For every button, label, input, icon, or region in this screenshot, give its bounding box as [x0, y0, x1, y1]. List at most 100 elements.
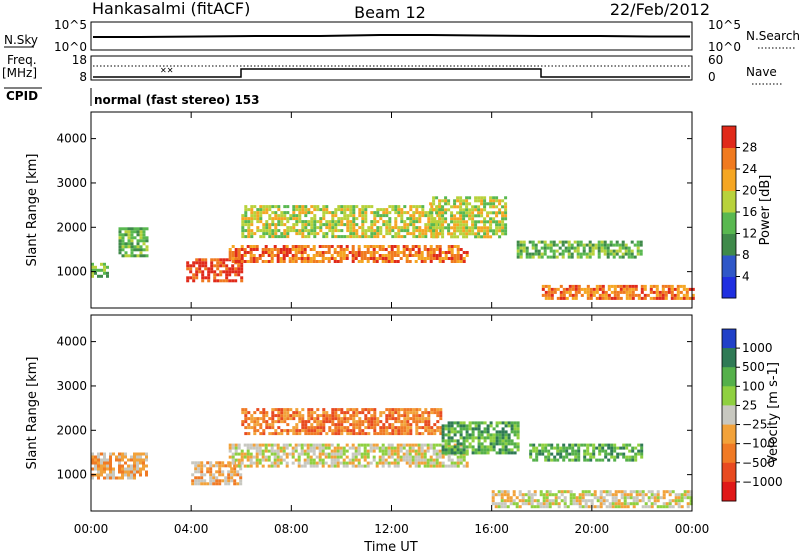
data-cell — [354, 464, 358, 468]
data-cell — [331, 423, 335, 427]
data-cell — [435, 458, 439, 462]
data-cell — [465, 254, 469, 257]
data-cell — [124, 452, 127, 456]
data-cell — [439, 429, 443, 433]
data-cell — [256, 220, 260, 224]
data-cell — [430, 214, 434, 218]
data-cell — [495, 442, 499, 446]
data-cell — [295, 423, 299, 427]
data-cell — [373, 217, 377, 221]
data-cell — [307, 220, 311, 224]
data-cell — [213, 279, 217, 283]
data-cell — [370, 229, 374, 233]
data-cell — [298, 414, 302, 418]
data-cell — [391, 426, 395, 430]
data-cell — [357, 461, 361, 465]
data-cell — [265, 208, 269, 212]
data-cell — [379, 226, 383, 230]
data-cell — [349, 432, 353, 436]
data-cell — [244, 235, 248, 239]
data-cell — [230, 476, 234, 480]
data-cell — [247, 232, 251, 236]
data-cell — [586, 293, 590, 297]
data-cell — [492, 196, 496, 200]
data-cell — [525, 246, 529, 250]
data-cell — [127, 245, 131, 249]
data-cell — [447, 229, 451, 233]
data-cell — [256, 217, 260, 221]
data-cell — [315, 446, 319, 450]
data-cell — [560, 490, 564, 494]
data-cell — [357, 464, 361, 468]
data-cell — [503, 490, 507, 494]
data-cell — [292, 223, 296, 227]
data-cell — [412, 232, 416, 236]
data-cell — [271, 220, 275, 224]
nsky-tick-bottom-right: 10^0 — [708, 40, 741, 54]
data-cell — [385, 208, 389, 212]
data-cell — [489, 229, 493, 233]
data-cell — [364, 235, 368, 239]
data-cell — [370, 417, 374, 421]
data-cell — [204, 261, 208, 265]
data-cell — [206, 482, 210, 486]
data-cell — [319, 420, 323, 424]
data-cell — [250, 235, 254, 239]
data-cell — [267, 248, 271, 251]
data-cell — [555, 243, 559, 247]
data-cell — [204, 258, 208, 262]
data-cell — [424, 423, 428, 427]
data-cell — [522, 240, 526, 244]
data-cell — [277, 432, 281, 436]
data-cell — [277, 223, 281, 227]
data-cell — [233, 467, 237, 471]
data-cell — [261, 455, 265, 459]
data-cell — [438, 464, 442, 468]
data-cell — [364, 217, 368, 221]
data-cell — [366, 461, 370, 465]
data-cell — [565, 287, 569, 291]
data-cell — [671, 505, 675, 509]
data-cell — [647, 490, 651, 494]
data-cell — [234, 443, 238, 447]
data-cell — [577, 443, 581, 447]
data-cell — [345, 245, 349, 248]
data-cell — [394, 217, 398, 221]
data-cell — [539, 502, 543, 506]
data-cell — [577, 287, 581, 291]
data-cell — [348, 458, 352, 462]
data-cell — [628, 443, 632, 447]
data-cell — [427, 420, 431, 424]
data-cell — [396, 458, 400, 462]
data-cell — [333, 257, 337, 260]
data-cell — [411, 455, 415, 459]
data-cell — [106, 265, 109, 269]
data-cell — [432, 254, 436, 257]
data-cell — [477, 196, 481, 200]
data-cell — [468, 214, 472, 218]
data-cell — [283, 420, 287, 424]
data-cell — [316, 205, 320, 209]
data-cell — [372, 251, 376, 254]
data-cell — [603, 240, 607, 244]
data-cell — [349, 232, 353, 236]
data-cell — [465, 208, 469, 212]
data-cell — [261, 260, 265, 263]
data-cell — [252, 446, 256, 450]
data-cell — [408, 446, 412, 450]
data-cell — [689, 496, 693, 500]
data-cell — [216, 261, 220, 265]
data-cell — [189, 264, 193, 268]
data-cell — [459, 430, 463, 434]
data-cell — [262, 226, 266, 230]
data-cell — [258, 443, 262, 447]
data-cell — [637, 452, 641, 456]
data-cell — [265, 411, 269, 415]
data-cell — [483, 205, 487, 209]
data-cell — [360, 455, 364, 459]
data-cell — [295, 229, 299, 233]
data-cell — [483, 430, 487, 434]
data-cell — [429, 446, 433, 450]
data-cell — [363, 455, 367, 459]
data-cell — [569, 496, 573, 500]
